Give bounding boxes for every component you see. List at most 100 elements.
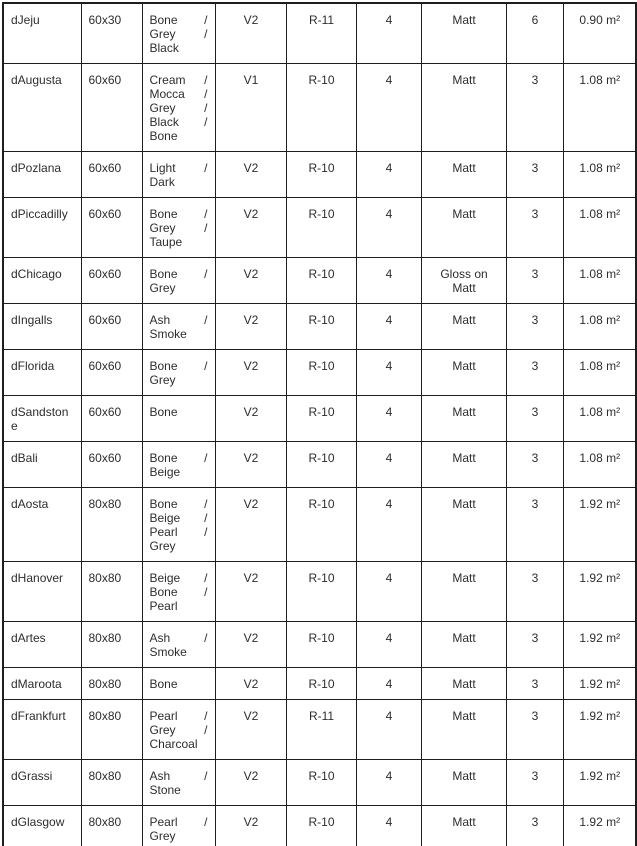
cell-size: 80x80 [80,667,143,700]
cell-size: 60x60 [80,257,143,304]
cell-product-name: dIngalls [2,303,82,350]
cell-colors: Bone [141,667,216,700]
color-name: Bone [149,13,178,27]
cell-faces: 4 [355,759,422,806]
color-name: Bone [149,585,178,599]
color-name: Grey [149,829,176,843]
color-name: Pearl [149,525,178,539]
cell-size: 80x80 [80,487,143,562]
color-line: Beige [150,465,209,479]
color-name: Grey [149,27,176,41]
color-name: Black [149,41,179,55]
color-separator: / [204,27,208,41]
cell-size: 60x60 [80,151,143,198]
cell-slip-rating: R-10 [285,621,357,668]
cell-slip-rating: R-10 [285,805,357,846]
color-name: Bone [149,267,178,281]
color-line: Pearl / [150,709,209,723]
color-separator: / [204,631,208,645]
cell-slip-rating: R-10 [285,395,357,442]
color-line: Bone / [150,13,209,27]
color-line: Bone / [150,497,209,511]
color-separator: / [204,511,208,525]
cell-area: 1.08 m² [562,151,637,198]
color-line: Pearl [150,599,209,613]
table-row: dIngalls 60x60 Ash / Smoke V2 R-10 4 Matt… [2,303,637,350]
cell-product-name: dHanover [2,561,82,622]
cell-area: 1.08 m² [562,303,637,350]
color-name: Bone [149,129,178,143]
cell-finish: Matt [420,805,507,846]
cell-product-name: dPozlana [2,151,82,198]
cell-colors: Pearl / Grey [141,805,216,846]
table-row: dSandstone 60x60 Bone V2 R-10 4 Matt 3 1… [2,395,637,442]
color-name: Bone [149,451,178,465]
cell-area: 1.08 m² [562,441,637,488]
color-name: Grey [149,221,176,235]
cell-size: 60x60 [80,63,143,152]
color-separator: / [204,709,208,723]
color-separator: / [204,359,208,373]
cell-area: 1.08 m² [562,349,637,396]
color-separator: / [204,497,208,511]
color-line: Bone / [150,359,209,373]
cell-product-name: dFlorida [2,349,82,396]
cell-shade-variation: V2 [214,487,287,562]
color-name: Pearl [149,599,178,613]
cell-colors: Ash / Smoke [141,621,216,668]
cell-area: 0.90 m² [562,2,637,64]
cell-faces: 4 [355,151,422,198]
cell-faces: 4 [355,667,422,700]
cell-colors: Bone / Grey / Black [141,2,216,64]
cell-shade-variation: V2 [214,349,287,396]
cell-size: 80x80 [80,621,143,668]
color-line: Grey [150,373,209,387]
cell-finish: Matt [420,303,507,350]
cell-slip-rating: R-11 [285,699,357,760]
color-line: Bone [150,129,209,143]
cell-faces: 4 [355,395,422,442]
cell-shade-variation: V2 [214,197,287,258]
color-line: Bone / [150,267,209,281]
cell-shade-variation: V2 [214,151,287,198]
cell-faces: 4 [355,257,422,304]
color-line: Taupe [150,235,209,249]
cell-shade-variation: V2 [214,257,287,304]
color-separator: / [204,815,208,829]
cell-area: 1.92 m² [562,487,637,562]
cell-size: 80x80 [80,699,143,760]
cell-finish: Matt [420,63,507,152]
color-name: Pearl [149,709,178,723]
color-separator: / [204,87,208,101]
color-line: Grey [150,539,209,553]
color-line: Grey / [150,723,209,737]
cell-slip-rating: R-10 [285,197,357,258]
color-line: Ash / [150,313,209,327]
table-row: dBali 60x60 Bone / Beige V2 R-10 4 Matt 3… [2,441,637,488]
cell-pieces: 3 [505,699,564,760]
cell-shade-variation: V2 [214,561,287,622]
color-name: Beige [149,511,181,525]
cell-slip-rating: R-10 [285,487,357,562]
cell-slip-rating: R-10 [285,759,357,806]
color-line: Bone / [150,451,209,465]
color-name: Ash [149,769,171,783]
cell-area: 1.92 m² [562,667,637,700]
cell-product-name: dGrassi [2,759,82,806]
color-name: Grey [149,101,176,115]
cell-faces: 4 [355,699,422,760]
color-separator: / [204,267,208,281]
cell-shade-variation: V2 [214,303,287,350]
color-line: Black / [150,115,209,129]
cell-slip-rating: R-10 [285,349,357,396]
cell-size: 80x80 [80,759,143,806]
color-line: Stone [150,783,209,797]
cell-pieces: 3 [505,667,564,700]
table-row: dHanover 80x80 Beige / Bone / Pearl V2 R-1… [2,561,637,622]
cell-pieces: 3 [505,759,564,806]
color-name: Light [149,161,176,175]
cell-finish: Matt [420,2,507,64]
color-name: Smoke [149,327,187,341]
color-separator: / [204,723,208,737]
table-row: dPiccadilly 60x60 Bone / Grey / Taupe V2 R… [2,197,637,258]
